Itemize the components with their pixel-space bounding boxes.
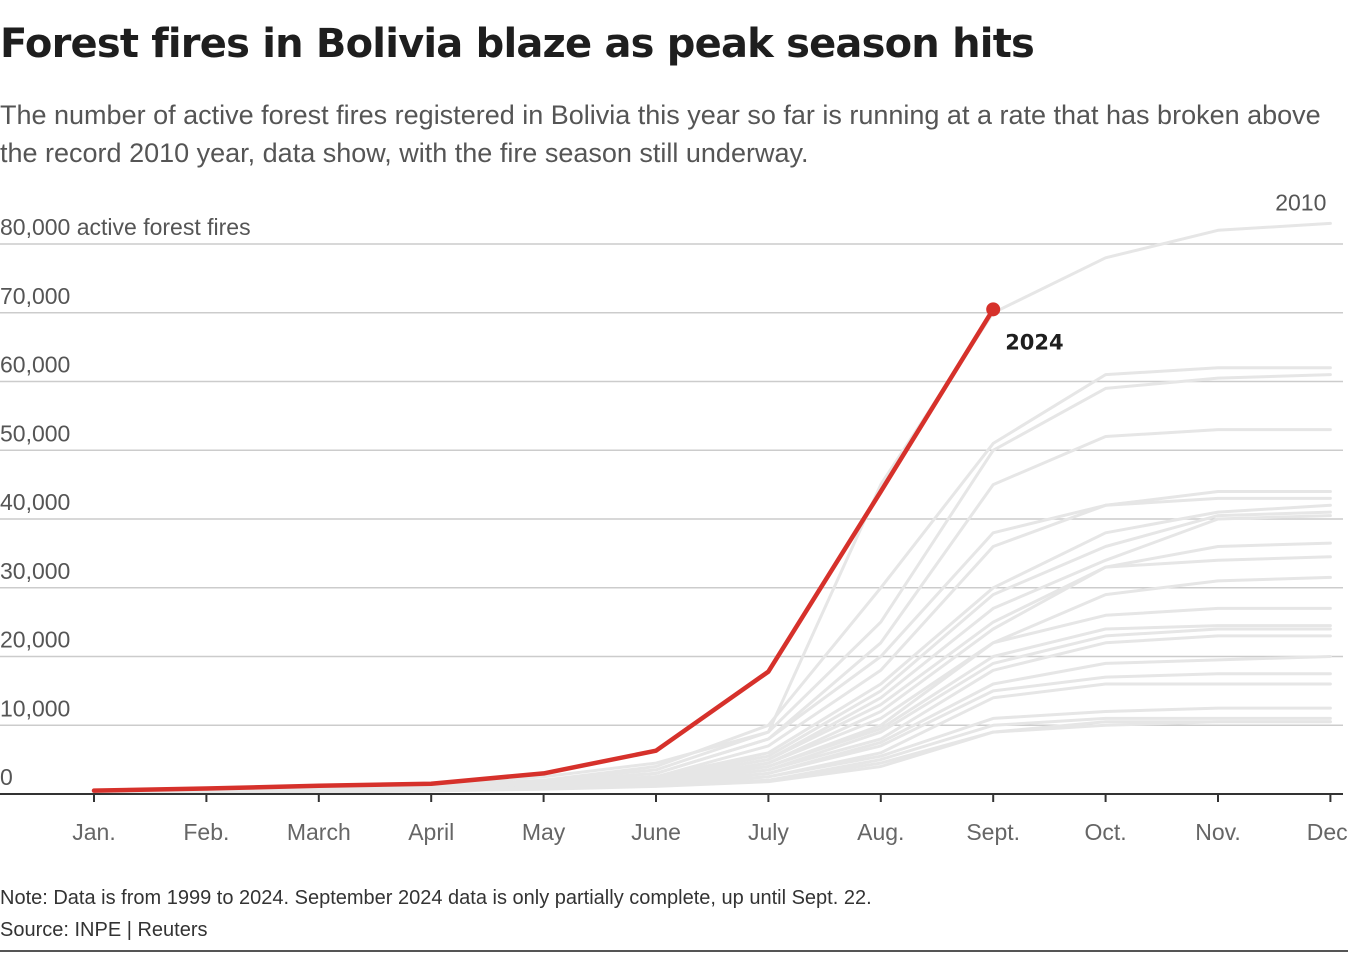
historical-series-lines	[92, 221, 1332, 796]
x-tick-label: Sept.	[966, 819, 1020, 845]
y-tick-label: 30,000	[0, 558, 70, 584]
y-tick-label: 40,000	[0, 489, 70, 515]
x-tick-label: May	[522, 819, 566, 845]
x-tick-label: Aug.	[857, 819, 904, 845]
source-credit: Source: INPE | Reuters	[0, 919, 208, 941]
series-label-2010: 2010	[1275, 189, 1326, 215]
y-tick-label: 70,000	[0, 283, 70, 309]
y-tick-label: 0	[0, 764, 13, 790]
y-tick-label: 10,000	[0, 695, 70, 721]
y-tick-label: 20,000	[0, 627, 70, 653]
y-tick-label: 80,000 active forest fires	[0, 214, 251, 240]
highlight-series-endpoint	[986, 302, 1001, 317]
chart-subtitle: The number of active forest fires regist…	[0, 100, 1321, 168]
x-tick-label: Oct.	[1085, 819, 1127, 845]
x-tick-label: Nov.	[1195, 819, 1241, 845]
series-labels: 2024 2010	[1005, 189, 1326, 354]
historical-series-line	[92, 373, 1332, 795]
x-tick-label: June	[631, 819, 681, 845]
x-axis: Jan. Feb. March April May June July Aug. Sept. Oc…	[0, 793, 1348, 845]
gridlines: 0 10,000 20,000 30,000 40,000 50,000 60,000 70,…	[0, 214, 1343, 790]
highlight-series-line	[91, 307, 996, 793]
chart-title: Forest fires in Bolivia blaze as peak se…	[0, 21, 1035, 67]
historical-series-line	[92, 221, 1332, 794]
x-tick-label: Dec.	[1307, 819, 1348, 845]
series-label-2024: 2024	[1005, 330, 1063, 354]
x-tick-label: Feb.	[183, 819, 229, 845]
highlight-series	[91, 302, 1001, 793]
y-tick-label: 50,000	[0, 420, 70, 446]
historical-series-line	[92, 366, 1332, 795]
footnote: Note: Data is from 1999 to 2024. Septemb…	[0, 887, 872, 909]
line-chart: 0 10,000 20,000 30,000 40,000 50,000 60,000 70,…	[0, 189, 1348, 845]
y-tick-label: 60,000	[0, 352, 70, 378]
x-tick-label: April	[408, 819, 454, 845]
bottom-divider	[0, 950, 1348, 952]
historical-series-line	[92, 428, 1332, 795]
x-tick-label: March	[287, 819, 351, 845]
x-tick-label: July	[748, 819, 789, 845]
x-tick-label: Jan.	[72, 819, 115, 845]
historical-series-line	[92, 720, 1332, 796]
